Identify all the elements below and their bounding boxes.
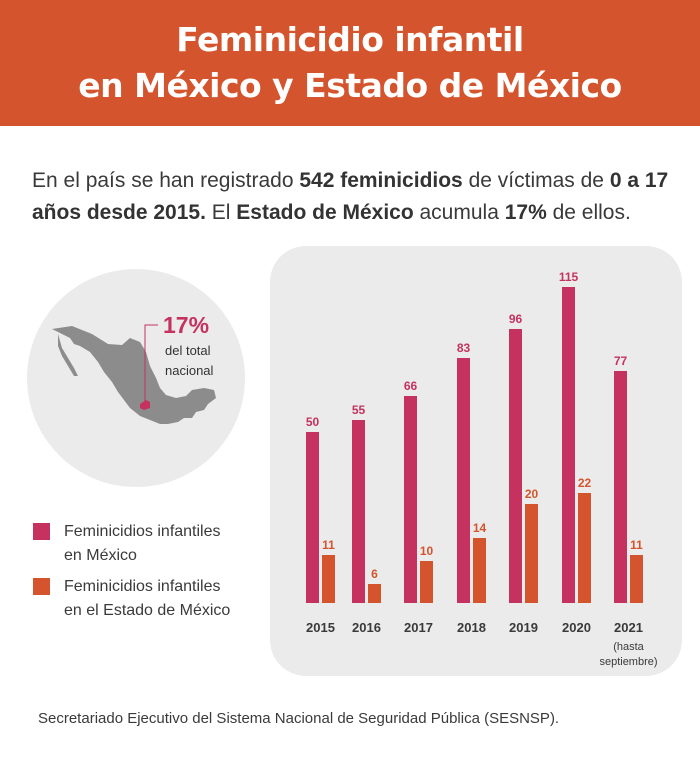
value-label: 11 xyxy=(322,538,335,553)
bar-edomex xyxy=(322,555,335,603)
bar-mexico xyxy=(509,328,522,603)
bar-edomex xyxy=(630,555,643,603)
value-label: 6 xyxy=(371,566,378,581)
value-label: 77 xyxy=(613,354,628,369)
callout-line xyxy=(144,324,158,402)
x-tick-note: (hasta septiembre) xyxy=(599,641,658,668)
header-banner: Feminicidio infantil en México y Estado … xyxy=(0,0,700,126)
mexico-map-icon xyxy=(52,324,216,424)
caption-line-2: nacional xyxy=(165,363,214,378)
x-tick-label: 2019 xyxy=(509,620,538,635)
bar-mexico xyxy=(614,371,627,603)
intro-bold: 542 feminicidios xyxy=(299,169,463,192)
estado-de-mexico-highlight xyxy=(140,400,150,410)
source-note: Secretariado Ejecutivo del Sistema Nacio… xyxy=(38,710,560,727)
bar-mexico xyxy=(562,286,575,603)
bar-mexico xyxy=(352,420,365,603)
x-tick-label: 2020 xyxy=(562,620,591,635)
legend-swatch-edomex xyxy=(33,578,50,595)
value-label: 22 xyxy=(577,475,592,490)
intro-part: de ellos. xyxy=(546,201,631,224)
intro-part: de víctimas de xyxy=(462,169,610,192)
bar-mexico xyxy=(404,395,417,603)
x-tick-label: 2015 xyxy=(306,620,335,635)
percent-caption: del total nacional xyxy=(165,341,213,381)
bar-edomex xyxy=(473,538,486,603)
chart-panel xyxy=(270,246,682,676)
intro-bold: 0 a 17 años desde 2015. xyxy=(32,169,669,224)
value-label: 50 xyxy=(305,414,320,429)
intro-part: acumula xyxy=(413,201,505,224)
value-label: 10 xyxy=(419,544,434,558)
title-line-2: en México y Estado de México xyxy=(78,66,622,105)
x-tick-label: 2017 xyxy=(404,620,433,635)
legend-item-mexico: Feminicidios infantiles en México xyxy=(33,520,221,568)
caption-line-1: del total xyxy=(165,343,211,358)
bar-edomex xyxy=(525,504,538,603)
legend-label: en México xyxy=(64,547,137,564)
value-label: 14 xyxy=(472,521,487,536)
bar-mexico xyxy=(457,357,470,603)
title-line-1: Feminicidio infantil xyxy=(176,20,524,59)
value-label: 83 xyxy=(456,340,471,355)
intro-part: El xyxy=(205,201,237,224)
x-tick-label: 2018 xyxy=(457,620,486,635)
value-label: 55 xyxy=(351,403,366,418)
intro-part: En el país se han registrado xyxy=(32,169,300,192)
value-label: 66 xyxy=(403,378,418,393)
legend-label: en el Estado de México xyxy=(64,602,231,619)
x-tick-label: 2016 xyxy=(352,620,381,635)
intro-bold: 17% xyxy=(504,201,547,224)
legend-label: Feminicidios infantiles xyxy=(64,578,221,595)
percent-callout: 17% xyxy=(163,312,210,338)
legend-swatch-mexico xyxy=(33,523,50,540)
value-label: 115 xyxy=(558,269,579,284)
intro-text: En el país se han registrado 542 feminic… xyxy=(32,165,682,229)
bar-mexico xyxy=(306,431,319,603)
bar-edomex xyxy=(578,492,591,603)
legend-label: Feminicidios infantiles xyxy=(64,523,221,540)
legend-item-edomex: Feminicidios infantiles en el Estado de … xyxy=(33,575,230,623)
bar-edomex xyxy=(368,583,381,603)
bar-edomex xyxy=(420,561,433,603)
value-label: 96 xyxy=(508,311,523,326)
value-label: 20 xyxy=(524,487,539,501)
value-label: 11 xyxy=(630,538,643,553)
intro-bold: Estado de México xyxy=(236,201,414,224)
x-tick-label: 2021 xyxy=(614,620,643,635)
